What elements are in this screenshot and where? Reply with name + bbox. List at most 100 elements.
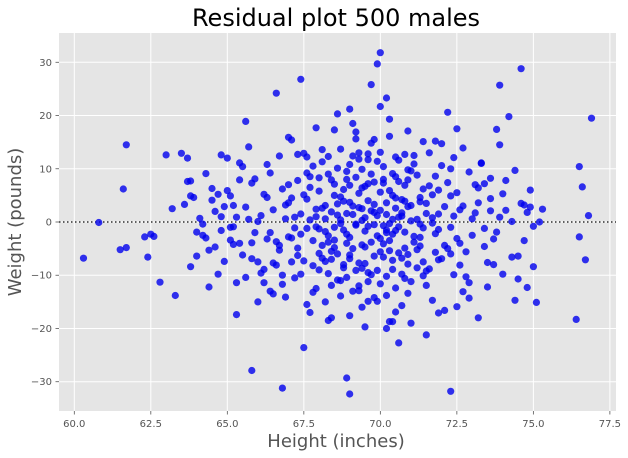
data-point xyxy=(294,176,302,185)
data-point xyxy=(404,203,412,211)
data-point xyxy=(272,238,280,246)
data-point xyxy=(358,165,366,173)
data-point xyxy=(248,239,256,247)
data-point xyxy=(220,257,228,265)
y-tick-label: −10 xyxy=(31,271,52,282)
data-point xyxy=(343,175,351,183)
data-point xyxy=(248,366,256,375)
data-point xyxy=(251,229,259,237)
data-point xyxy=(379,179,387,187)
data-point xyxy=(398,254,406,262)
x-tick-label: 62.5 xyxy=(140,419,162,430)
data-point xyxy=(278,280,286,288)
data-point xyxy=(193,228,201,236)
data-point xyxy=(431,248,439,256)
data-point xyxy=(389,256,397,264)
data-point xyxy=(526,203,534,211)
data-point xyxy=(220,203,228,211)
data-point xyxy=(520,237,528,245)
data-point xyxy=(226,192,234,200)
data-point xyxy=(275,152,283,160)
data-point xyxy=(278,384,286,392)
data-point xyxy=(343,374,351,382)
data-point xyxy=(330,244,338,252)
data-point xyxy=(346,312,354,320)
data-point xyxy=(416,193,424,202)
data-point xyxy=(468,215,476,223)
data-point xyxy=(263,160,271,169)
data-point xyxy=(263,235,271,243)
data-point xyxy=(373,232,381,240)
data-point xyxy=(382,210,391,219)
data-point xyxy=(376,49,384,57)
data-point xyxy=(288,194,296,202)
data-point xyxy=(385,247,394,255)
data-point xyxy=(324,232,332,240)
data-point xyxy=(251,175,259,183)
data-point xyxy=(385,187,394,195)
data-point xyxy=(441,203,449,211)
data-point xyxy=(465,279,473,287)
data-point xyxy=(340,264,348,272)
data-point xyxy=(337,292,345,300)
data-point xyxy=(352,135,360,143)
data-point xyxy=(422,281,430,289)
data-point xyxy=(508,217,516,226)
data-point xyxy=(180,200,189,208)
data-point xyxy=(450,212,458,220)
data-point xyxy=(232,311,241,319)
data-point xyxy=(333,200,342,208)
data-point xyxy=(389,318,397,326)
data-point xyxy=(343,273,351,281)
data-point xyxy=(324,170,332,178)
data-point xyxy=(459,202,467,210)
data-point xyxy=(496,213,504,221)
data-point xyxy=(382,199,391,207)
data-point xyxy=(337,216,345,224)
data-point xyxy=(385,237,394,245)
data-point xyxy=(404,250,412,259)
data-point xyxy=(538,205,547,213)
data-point xyxy=(480,224,488,232)
data-point xyxy=(260,190,268,198)
chart-title: Residual plot 500 males xyxy=(192,4,480,32)
data-point xyxy=(343,167,351,175)
data-point xyxy=(456,239,464,247)
y-tick-label: −20 xyxy=(31,324,52,335)
data-point xyxy=(401,244,409,252)
data-point xyxy=(392,284,400,292)
data-point xyxy=(413,215,421,223)
data-point xyxy=(168,205,176,213)
data-point xyxy=(315,174,323,182)
data-point xyxy=(447,387,455,395)
data-point xyxy=(373,60,381,68)
data-point xyxy=(367,139,375,147)
data-point xyxy=(236,176,244,184)
data-point xyxy=(361,323,369,331)
data-point xyxy=(511,166,519,174)
data-point xyxy=(190,193,198,202)
data-point xyxy=(300,344,308,352)
data-point xyxy=(278,185,286,193)
data-point xyxy=(116,246,124,254)
data-point xyxy=(321,201,329,210)
data-point xyxy=(352,173,360,181)
data-point xyxy=(407,217,415,225)
data-point xyxy=(242,117,250,125)
data-point xyxy=(202,170,210,178)
data-point xyxy=(376,206,384,214)
data-point xyxy=(229,201,237,210)
data-point xyxy=(392,194,400,202)
data-point xyxy=(425,182,433,190)
data-point xyxy=(361,182,369,190)
data-point xyxy=(358,216,366,224)
data-point xyxy=(379,163,387,171)
data-point xyxy=(303,153,311,161)
data-point xyxy=(245,215,253,223)
x-axis-title: Height (inches) xyxy=(267,431,404,452)
data-point xyxy=(346,390,354,398)
data-point xyxy=(422,331,430,339)
data-point xyxy=(416,233,424,241)
data-point xyxy=(288,258,296,266)
data-point xyxy=(257,269,265,277)
